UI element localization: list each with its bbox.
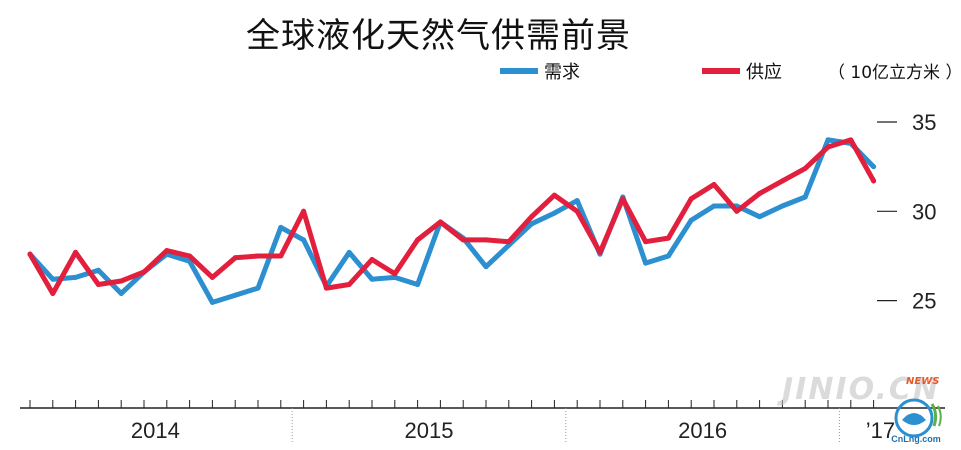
data-point-supply: [802, 165, 808, 171]
data-point-supply: [27, 251, 33, 257]
data-point-supply: [369, 257, 375, 263]
data-point-demand: [574, 198, 580, 204]
data-point-demand: [551, 210, 557, 216]
data-point-supply: [232, 255, 238, 261]
data-point-demand: [209, 299, 215, 305]
data-point-supply: [779, 178, 785, 184]
data-point-supply: [665, 235, 671, 241]
data-point-demand: [688, 217, 694, 223]
data-point-supply: [301, 208, 307, 214]
data-point-demand: [711, 203, 717, 209]
x-axis: [20, 400, 945, 442]
data-point-demand: [643, 260, 649, 266]
unit-label: （ 10亿立方米 ）: [828, 63, 961, 83]
data-point-supply: [415, 237, 421, 243]
legend-swatch-demand: [500, 68, 538, 74]
data-point-supply: [711, 182, 717, 188]
data-point-supply: [848, 137, 854, 143]
data-point-supply: [688, 196, 694, 202]
data-point-demand: [757, 214, 763, 220]
data-point-supply: [437, 219, 443, 225]
series-lines: [27, 137, 877, 305]
data-point-supply: [392, 271, 398, 277]
logo-text: CnLng.com: [891, 434, 941, 444]
data-point-supply: [118, 278, 124, 284]
data-point-supply: [187, 253, 193, 259]
data-point-supply: [95, 282, 101, 288]
data-point-demand: [802, 194, 808, 200]
data-point-demand: [278, 224, 284, 230]
data-point-demand: [779, 203, 785, 209]
legend-label-supply: 供应: [746, 62, 782, 83]
y-tick-label-35: 35: [912, 110, 936, 135]
data-point-supply: [871, 178, 877, 184]
data-point-supply: [141, 269, 147, 275]
data-point-supply: [50, 290, 56, 296]
data-point-supply: [255, 253, 261, 259]
data-point-supply: [209, 274, 215, 280]
x-year-label-2014: 2014: [131, 418, 180, 443]
data-point-supply: [574, 208, 580, 214]
data-point-demand: [369, 276, 375, 282]
data-point-demand: [232, 292, 238, 298]
news-badge: NEWS: [906, 376, 940, 387]
data-point-supply: [483, 237, 489, 243]
legend-label-demand: 需求: [544, 62, 580, 83]
data-point-demand: [255, 285, 261, 291]
series-line-demand: [27, 137, 877, 305]
data-point-supply: [529, 214, 535, 220]
data-point-demand: [301, 237, 307, 243]
y-tick-label-30: 30: [912, 199, 936, 224]
data-point-demand: [95, 267, 101, 273]
data-point-supply: [73, 249, 79, 255]
data-point-demand: [346, 249, 352, 255]
x-year-label-2015: 2015: [405, 418, 454, 443]
series-line-supply: [27, 137, 877, 296]
data-point-demand: [118, 290, 124, 296]
data-point-demand: [73, 274, 79, 280]
data-point-supply: [551, 192, 557, 198]
data-point-supply: [278, 253, 284, 259]
data-point-supply: [164, 248, 170, 254]
data-point-supply: [757, 190, 763, 196]
data-point-demand: [50, 276, 56, 282]
legend-item-supply: 供应: [702, 58, 782, 84]
data-point-demand: [825, 137, 831, 143]
data-point-supply: [734, 208, 740, 214]
cnlng-logo-icon: CnLng.com: [891, 398, 942, 444]
data-point-demand: [392, 274, 398, 280]
gridlines: [877, 121, 897, 302]
x-year-label-’17: ’17: [866, 418, 895, 443]
legend-item-demand: 需求: [500, 58, 580, 84]
data-point-supply: [323, 285, 329, 291]
data-point-supply: [506, 239, 512, 245]
data-point-supply: [346, 282, 352, 288]
chart-title: 全球液化天然气供需前景: [246, 16, 631, 56]
data-point-supply: [597, 249, 603, 255]
x-year-label-2016: 2016: [678, 418, 727, 443]
data-point-demand: [871, 164, 877, 170]
data-point-demand: [415, 282, 421, 288]
data-point-demand: [529, 221, 535, 227]
axis-labels: 35 30 25 2014 2015 2016 ’17: [131, 110, 937, 443]
data-point-supply: [825, 144, 831, 150]
data-point-supply: [643, 239, 649, 245]
data-point-supply: [620, 196, 626, 202]
y-tick-label-25: 25: [912, 289, 936, 314]
data-point-supply: [460, 237, 466, 243]
data-point-demand: [483, 264, 489, 270]
data-point-demand: [665, 253, 671, 259]
legend-swatch-supply: [702, 68, 740, 74]
